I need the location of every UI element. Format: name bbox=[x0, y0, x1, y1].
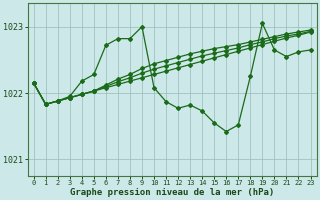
X-axis label: Graphe pression niveau de la mer (hPa): Graphe pression niveau de la mer (hPa) bbox=[70, 188, 274, 197]
